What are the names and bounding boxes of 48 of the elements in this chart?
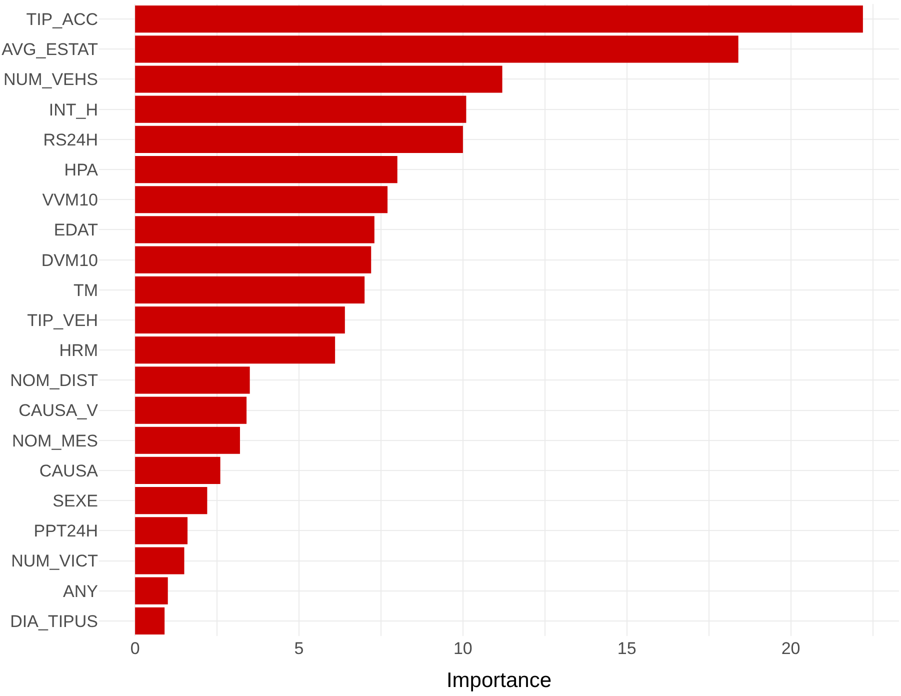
bar <box>135 186 388 214</box>
bar <box>135 396 247 424</box>
y-tick-label: DIA_TIPUS <box>10 612 98 631</box>
y-tick-label: NUM_VICT <box>11 552 98 571</box>
bar <box>135 126 463 153</box>
bar <box>135 36 738 63</box>
y-tick-label: TIP_VEH <box>27 310 98 330</box>
bar <box>135 366 250 394</box>
bar <box>135 547 184 574</box>
x-tick-label: 0 <box>130 639 140 658</box>
bar <box>135 456 220 484</box>
y-tick-label: SEXE <box>52 492 98 511</box>
y-tick-label: INT_H <box>48 100 98 120</box>
y-tick-label: HRM <box>59 341 98 360</box>
y-tick-label: TM <box>73 280 98 300</box>
bar <box>135 276 365 304</box>
y-tick-label: TIP_ACC <box>26 10 98 29</box>
bar <box>135 66 502 93</box>
bar <box>135 216 374 244</box>
y-tick-label: NOM_DIST <box>10 371 98 390</box>
x-tick-label: 10 <box>453 639 472 658</box>
x-tick-label: 5 <box>294 639 304 658</box>
y-tick-label: CAUSA_V <box>18 401 99 420</box>
bar <box>135 577 168 604</box>
bar <box>135 336 336 364</box>
y-tick-label: AVG_ESTAT <box>2 40 98 60</box>
y-tick-label: HPA <box>64 160 99 180</box>
bar <box>135 6 863 33</box>
bar <box>135 306 345 334</box>
bar <box>135 96 466 123</box>
bar <box>135 426 240 454</box>
bar <box>135 156 398 184</box>
x-tick-label: 20 <box>781 639 800 658</box>
bar <box>135 487 208 514</box>
x-tick-label: 15 <box>617 639 636 658</box>
x-axis-title: Importance <box>446 669 552 692</box>
y-tick-label: NOM_MES <box>12 431 98 450</box>
y-tick-label: VVM10 <box>42 190 98 210</box>
y-tick-label: NUM_VEHS <box>4 70 98 90</box>
y-tick-label: PPT24H <box>34 522 98 541</box>
y-tick-label: EDAT <box>54 220 98 240</box>
y-tick-label: CAUSA <box>39 461 99 480</box>
y-tick-label: ANY <box>63 582 98 601</box>
y-tick-label: DVM10 <box>41 250 98 270</box>
y-tick-label: RS24H <box>43 130 98 150</box>
bar <box>135 517 188 544</box>
bar <box>135 607 165 634</box>
bar <box>135 246 372 274</box>
